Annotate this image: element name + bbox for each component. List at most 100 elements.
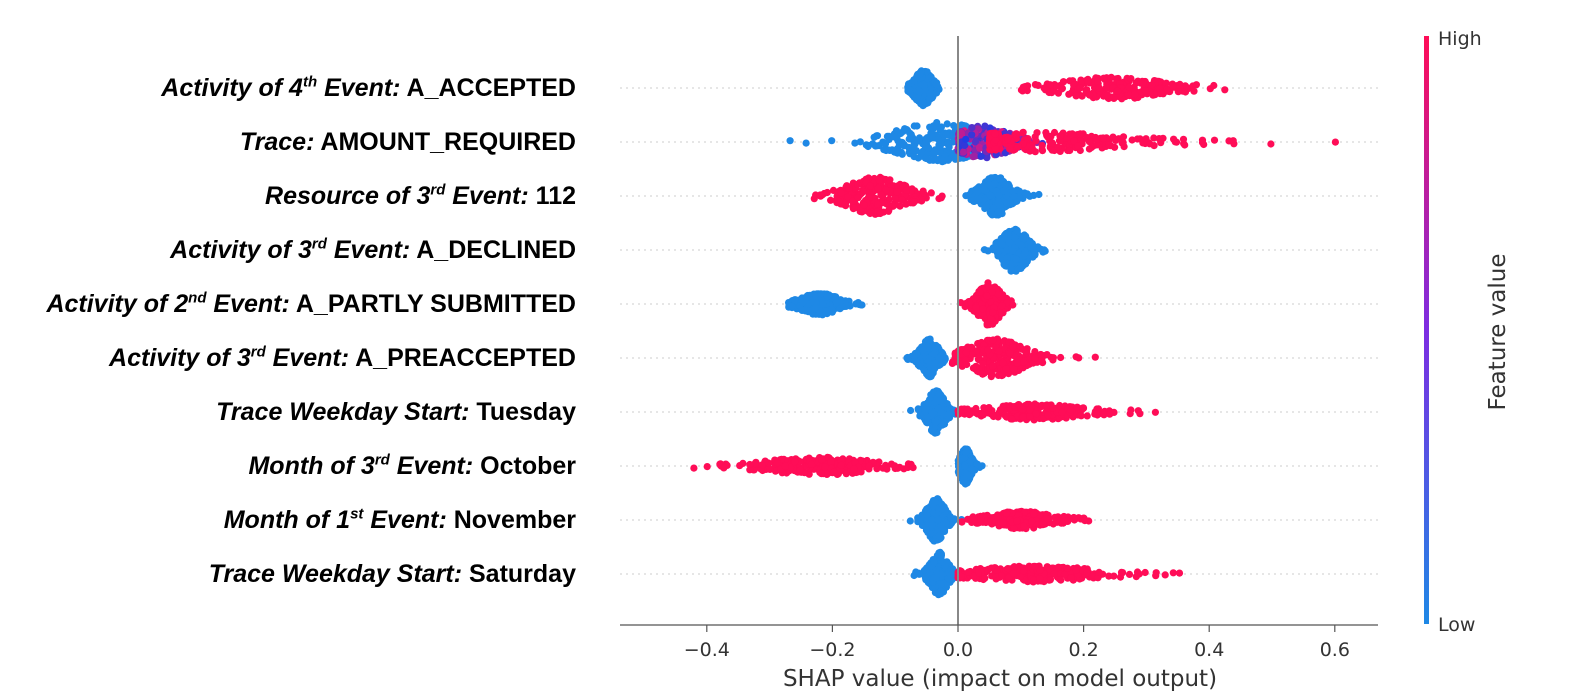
- shap-point: [1003, 509, 1011, 517]
- shap-point: [875, 176, 884, 184]
- shap-point: [1022, 191, 1030, 199]
- shap-point: [881, 140, 890, 148]
- shap-point: [1003, 199, 1011, 207]
- feature-label: Trace Weekday Start: Saturday: [209, 560, 576, 588]
- shap-point: [1028, 144, 1036, 153]
- shap-point: [1008, 415, 1016, 423]
- shap-point: [1005, 238, 1014, 247]
- feature-points-row: [907, 387, 1159, 437]
- shap-point: [1093, 135, 1101, 143]
- shap-point: [1072, 92, 1080, 100]
- shap-point: [891, 194, 899, 202]
- shap-point: [936, 148, 944, 156]
- shap-point: [830, 468, 838, 476]
- shap-point: [977, 152, 985, 160]
- shap-point: [935, 390, 943, 398]
- shap-point: [1017, 86, 1025, 94]
- shap-point: [1027, 243, 1035, 251]
- shap-point: [945, 143, 953, 151]
- feature-label-name: Trace Weekday Start:: [208, 560, 463, 588]
- shap-point: [1009, 569, 1018, 578]
- shap-point: [891, 462, 899, 470]
- shap-point: [1019, 413, 1027, 421]
- colorbar-title: Feature value: [1485, 253, 1511, 410]
- shap-point: [932, 122, 940, 131]
- shap-point: [1181, 141, 1189, 149]
- shap-point: [1192, 81, 1200, 89]
- shap-point: [928, 521, 936, 529]
- shap-point: [906, 517, 914, 525]
- shap-point: [1001, 181, 1009, 189]
- shap-point: [1046, 81, 1054, 89]
- shap-point: [983, 292, 991, 300]
- shap-point: [893, 188, 901, 196]
- shap-point: [972, 404, 980, 413]
- shap-point: [802, 139, 810, 147]
- shap-point: [1157, 139, 1165, 147]
- shap-point: [1076, 84, 1084, 92]
- shap-point: [1105, 141, 1113, 149]
- shap-point: [910, 122, 918, 130]
- shap-point: [1013, 359, 1022, 367]
- data-points: [690, 67, 1339, 599]
- shap-point: [1049, 356, 1057, 364]
- shap-point: [817, 290, 825, 298]
- shap-point: [848, 197, 857, 205]
- shap-point: [1002, 258, 1010, 266]
- shap-point: [873, 132, 882, 140]
- shap-point: [1091, 353, 1099, 361]
- shap-point: [1009, 187, 1017, 195]
- shap-point: [991, 245, 999, 253]
- shap-point: [994, 199, 1002, 207]
- shap-point: [1052, 82, 1061, 90]
- feature-label-name: Activity of 4th Event:: [161, 73, 401, 102]
- shap-point: [1124, 91, 1132, 99]
- shap-point: [957, 129, 966, 137]
- shap-point: [924, 418, 932, 426]
- shap-point: [1210, 136, 1219, 144]
- shap-point: [891, 133, 900, 142]
- shap-point: [1074, 142, 1082, 150]
- shap-point: [1170, 135, 1178, 143]
- shap-point: [1066, 406, 1075, 414]
- shap-point: [790, 296, 799, 304]
- feature-label-name: Trace:: [239, 128, 315, 156]
- shap-point: [854, 180, 862, 188]
- shap-point: [1051, 513, 1059, 521]
- shap-point: [1014, 143, 1022, 151]
- feature-label-value: 112: [528, 182, 576, 210]
- shap-point: [835, 197, 843, 206]
- shap-point: [1004, 135, 1012, 143]
- shap-point: [939, 558, 947, 566]
- shap-point: [1076, 130, 1084, 138]
- shap-point: [968, 124, 976, 132]
- shap-point: [1079, 404, 1087, 412]
- shap-point: [920, 101, 928, 109]
- shap-point: [979, 360, 987, 368]
- shap-point: [1150, 134, 1158, 142]
- shap-point: [930, 558, 938, 566]
- shap-point: [989, 412, 998, 421]
- feature-label-value: Tuesday: [469, 398, 576, 426]
- shap-point: [1016, 342, 1024, 350]
- shap-point: [1030, 510, 1038, 518]
- shap-point: [844, 193, 852, 201]
- shap-point: [980, 246, 989, 254]
- shap-point: [986, 134, 994, 142]
- shap-point: [1068, 130, 1076, 138]
- shap-point: [837, 189, 846, 197]
- shap-point: [999, 359, 1007, 367]
- shap-point: [1163, 85, 1171, 93]
- shap-point: [1046, 576, 1054, 584]
- shap-point: [976, 288, 984, 296]
- shap-point: [1067, 574, 1075, 582]
- shap-point: [1057, 353, 1065, 362]
- shap-point: [1018, 405, 1027, 413]
- shap-point: [823, 292, 831, 300]
- shap-point: [936, 397, 944, 405]
- shap-point: [927, 73, 935, 81]
- shap-point: [886, 176, 894, 184]
- shap-point: [1162, 79, 1170, 87]
- shap-point: [1044, 411, 1052, 419]
